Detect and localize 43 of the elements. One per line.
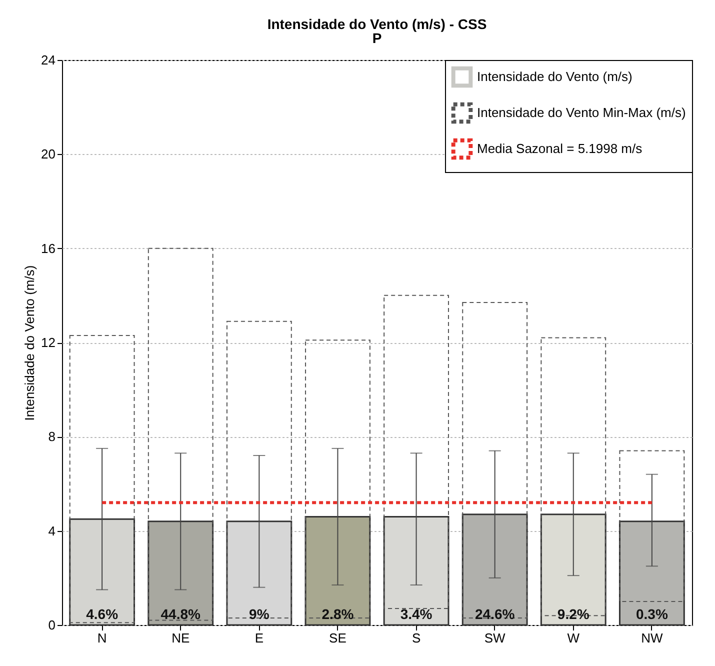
y-tick-label: 20 xyxy=(41,146,56,162)
x-tick-label: N xyxy=(97,630,107,646)
bar xyxy=(305,340,370,618)
y-tick-label: 24 xyxy=(41,52,56,68)
bar xyxy=(69,518,136,626)
annotation: 3.4% xyxy=(400,606,433,622)
annotation: 24.6% xyxy=(474,606,516,622)
y-tick-label: 0 xyxy=(48,618,56,632)
bar xyxy=(148,248,214,621)
x-tick-label: NW xyxy=(641,630,664,646)
bar xyxy=(148,520,214,626)
legend-label: Intensidade do Vento Min-Max (m/s) xyxy=(477,105,686,120)
y-tick-label: 8 xyxy=(48,429,56,444)
x-tick-label: W xyxy=(567,630,580,646)
bar xyxy=(619,450,685,602)
bar xyxy=(226,520,292,626)
bar xyxy=(384,294,449,610)
chart-subtitle: P xyxy=(372,30,382,46)
bar xyxy=(69,334,135,624)
y-axis-title: Intensidade do Vento (m/s) xyxy=(22,265,38,421)
x-tick-label: E xyxy=(254,630,264,646)
annotation: 2.8% xyxy=(322,606,354,622)
bar xyxy=(304,516,371,626)
annotation: 0.3% xyxy=(636,606,668,622)
bar xyxy=(462,514,528,626)
chart-title: Intensidade do Vento (m/s) - CSS xyxy=(267,16,487,32)
legend-label: Intensidade do Vento (m/s) xyxy=(477,69,632,84)
y-tick-label: 4 xyxy=(48,523,56,538)
x-tick-label: NE xyxy=(172,630,190,646)
annotation: 9% xyxy=(249,606,270,622)
annotation: 4.6% xyxy=(86,606,119,622)
bar xyxy=(462,302,528,618)
bar xyxy=(540,514,606,626)
annotation: 44.8% xyxy=(160,606,202,622)
x-tick-label: SE xyxy=(329,630,347,646)
x-tick-label: SW xyxy=(484,630,506,646)
y-tick-label: 16 xyxy=(41,240,56,256)
annotation: 9.2% xyxy=(557,606,590,622)
bar xyxy=(226,320,292,618)
y-tick-label: 12 xyxy=(41,335,56,350)
bar xyxy=(383,516,450,626)
legend-label: Media Sazonal = 5.1998 m/s xyxy=(477,141,643,156)
x-tick-label: S xyxy=(412,630,421,646)
